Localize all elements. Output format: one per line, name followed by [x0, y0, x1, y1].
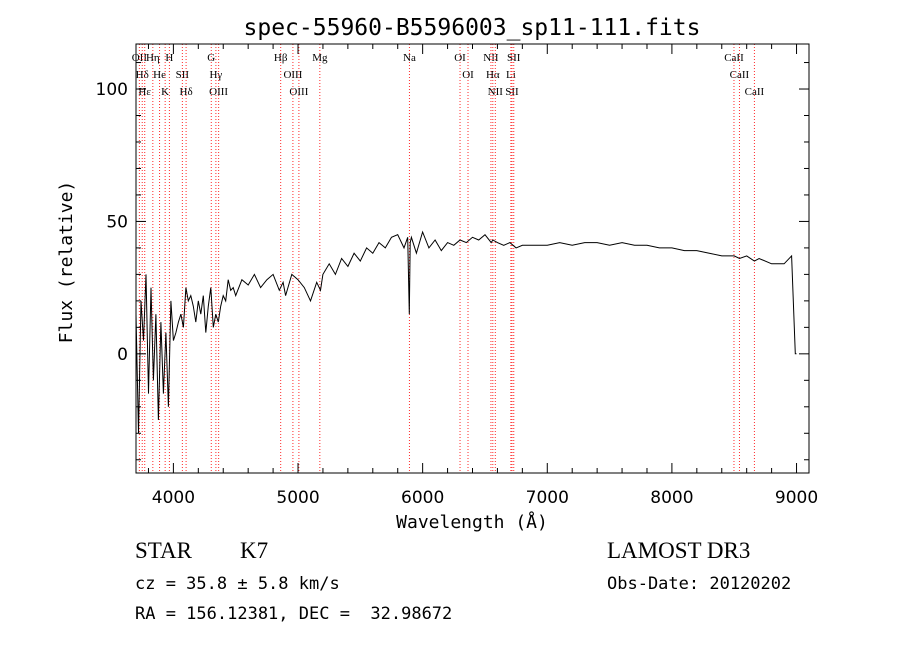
x-tick-label: 5000 [276, 488, 319, 508]
x-tick-label: 4000 [152, 488, 195, 508]
line-label-caii: CaII [730, 69, 750, 81]
line-label-oiii: OIII [289, 86, 308, 98]
plot-frame [135, 43, 810, 474]
object-type: STAR [135, 538, 192, 563]
line-label-k: K [161, 86, 169, 98]
x-tick-label: 9000 [775, 488, 818, 508]
line-label-nii: NII [488, 86, 504, 98]
x-axis: 4000 5000 6000 7000 8000 9000 [147, 44, 818, 508]
line-label-g: G [207, 52, 215, 64]
line-label-oi: OI [454, 52, 466, 64]
line-label-he: He [153, 69, 166, 81]
y-tick-label: 50 [106, 212, 128, 232]
line-label-hδ: Hδ [136, 69, 149, 81]
y-tick-label: 100 [96, 80, 128, 100]
line-label-caii: CaII [724, 52, 744, 64]
spectral-subclass: K7 [240, 538, 269, 563]
flux-series [135, 230, 797, 434]
line-label-nii: NII [483, 52, 499, 64]
chart-title: spec-55960-B5596003_sp11-111.fits [244, 15, 701, 41]
x-tick-label: 7000 [526, 488, 569, 508]
line-label-hα: Hα [486, 69, 500, 81]
y-axis-label: Flux (relative) [56, 181, 77, 344]
line-label-oiii: OIII [283, 69, 302, 81]
x-tick-label: 6000 [401, 488, 444, 508]
series-line-flux [135, 230, 797, 434]
survey-name: LAMOST DR3 [607, 538, 751, 563]
line-label-hε: Hε [138, 86, 151, 98]
line-label-na: Na [403, 52, 416, 64]
line-label-oi: OI [462, 69, 474, 81]
line-label-sii: SII [176, 69, 190, 81]
y-axis: 0 50 100 [96, 62, 809, 461]
line-label-mg: Mg [312, 52, 328, 64]
redshift-text: cz = 35.8 ± 5.8 km/s [135, 574, 340, 594]
line-label-hβ: Hβ [274, 52, 288, 64]
line-label-h: H [165, 52, 173, 64]
line-label-oiii: OIII [209, 86, 228, 98]
y-tick-label: 0 [117, 345, 128, 365]
line-label-hγ: Hγ [209, 69, 222, 81]
line-label-hη: Hη [146, 52, 160, 64]
line-label-sii: SII [507, 52, 521, 64]
x-tick-label: 8000 [650, 488, 693, 508]
line-label-li: Li [506, 69, 516, 81]
obs-date-text: Obs-Date: 20120202 [607, 574, 792, 594]
line-label-hδ: Hδ [180, 86, 193, 98]
line-label-sii: SII [505, 86, 519, 98]
line-label-caii: CaII [745, 86, 765, 98]
x-axis-label: Wavelength (Å) [396, 511, 548, 533]
coordinates-text: RA = 156.12381, DEC = 32.98672 [135, 604, 453, 624]
